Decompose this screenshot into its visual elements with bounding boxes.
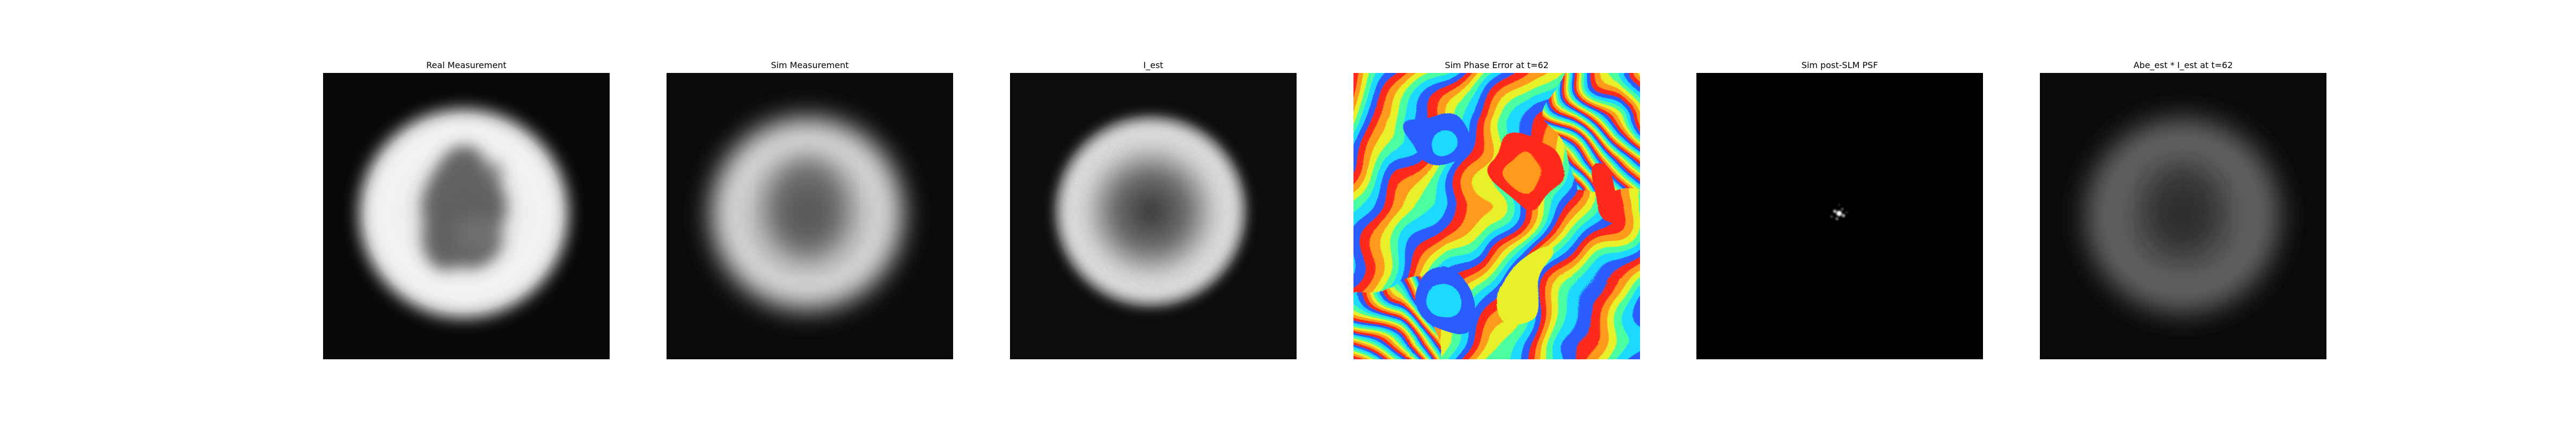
panel-title-i-est: I_est <box>1143 60 1163 70</box>
real-measurement-graphic <box>323 73 610 359</box>
panel-title-sim-post-slm-psf: Sim post-SLM PSF <box>1801 60 1878 70</box>
sim-measurement-image <box>667 73 953 359</box>
sim-phase-error-image <box>1353 73 1640 359</box>
sim-measurement-graphic <box>667 73 953 359</box>
panel-title-abe-est-i-est: Abe_est * I_est at t=62 <box>2133 60 2233 70</box>
sim-phase-error-graphic <box>1353 73 1640 359</box>
sim-post-slm-psf-graphic <box>1696 73 1983 359</box>
sim-post-slm-psf-image <box>1696 73 1983 359</box>
i-est-graphic <box>1010 73 1297 359</box>
panel-title-sim-phase-error: Sim Phase Error at t=62 <box>1445 60 1549 70</box>
i-est-image <box>1010 73 1297 359</box>
real-measurement-image <box>323 73 610 359</box>
abe-est-i-est-image <box>2040 73 2326 359</box>
abe-est-i-est-graphic <box>2040 73 2326 359</box>
panel-title-sim-measurement: Sim Measurement <box>771 60 849 70</box>
panel-title-real-measurement: Real Measurement <box>426 60 507 70</box>
